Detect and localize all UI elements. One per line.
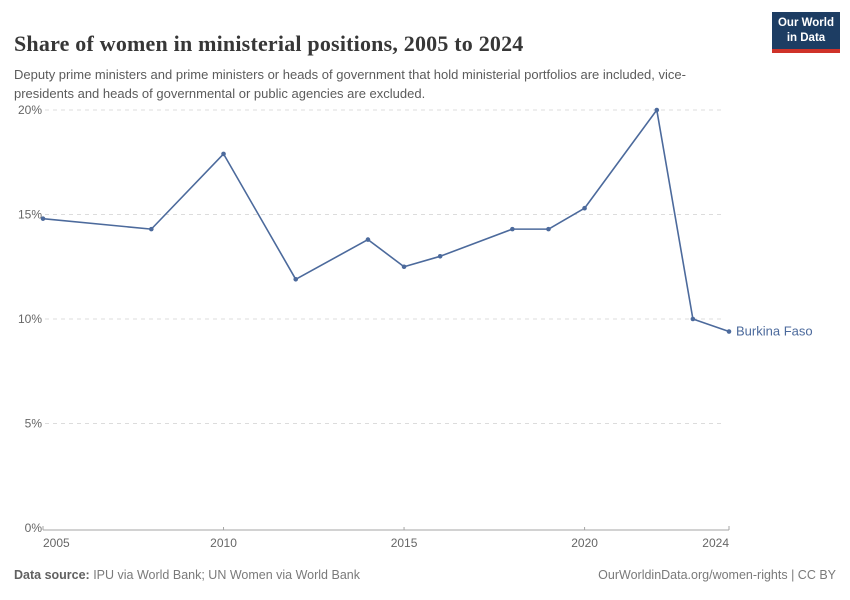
data-point[interactable]	[149, 226, 154, 232]
owid-logo[interactable]: Our World in Data	[772, 12, 840, 53]
data-source-text: IPU via World Bank; UN Women via World B…	[89, 568, 360, 582]
owid-logo-line2: in Data	[786, 31, 826, 44]
entity-label[interactable]: Burkina Faso	[736, 324, 813, 339]
x-tick-label: 2024	[702, 536, 729, 550]
data-point[interactable]	[293, 276, 299, 282]
data-point[interactable]	[582, 205, 587, 211]
data-point[interactable]	[726, 329, 732, 334]
y-tick-label: 5%	[25, 417, 43, 431]
chart-subtitle: Deputy prime ministers and prime ministe…	[14, 67, 686, 101]
data-point[interactable]	[654, 107, 660, 113]
data-point[interactable]	[40, 216, 46, 221]
data-point[interactable]	[437, 253, 443, 259]
x-tick-label: 2010	[210, 536, 237, 550]
data-point[interactable]	[365, 237, 371, 242]
data-point[interactable]	[221, 151, 226, 157]
x-tick-label: 2005	[43, 536, 70, 550]
owid-logo-line1: Our World	[777, 17, 834, 30]
owid-link[interactable]: OurWorldinData.org/women-rights | CC BY	[598, 568, 836, 582]
data-point[interactable]	[401, 264, 407, 270]
x-tick-label: 2020	[571, 536, 598, 550]
data-source-note: Data source: IPU via World Bank; UN Wome…	[14, 568, 360, 582]
x-tick-label: 2015	[391, 536, 418, 550]
data-point[interactable]	[546, 226, 551, 232]
y-tick-label: 0%	[25, 521, 43, 535]
chart-footer: Data source: IPU via World Bank; UN Wome…	[14, 568, 836, 582]
chart-title: Share of women in ministerial positions,…	[14, 30, 524, 56]
data-point[interactable]	[690, 316, 696, 322]
series-line[interactable]	[42, 109, 730, 333]
y-tick-label: 10%	[18, 312, 42, 326]
y-tick-label: 20%	[18, 103, 42, 117]
y-tick-label: 15%	[18, 208, 42, 222]
data-source-label: Data source:	[14, 568, 90, 582]
data-point[interactable]	[510, 226, 515, 232]
